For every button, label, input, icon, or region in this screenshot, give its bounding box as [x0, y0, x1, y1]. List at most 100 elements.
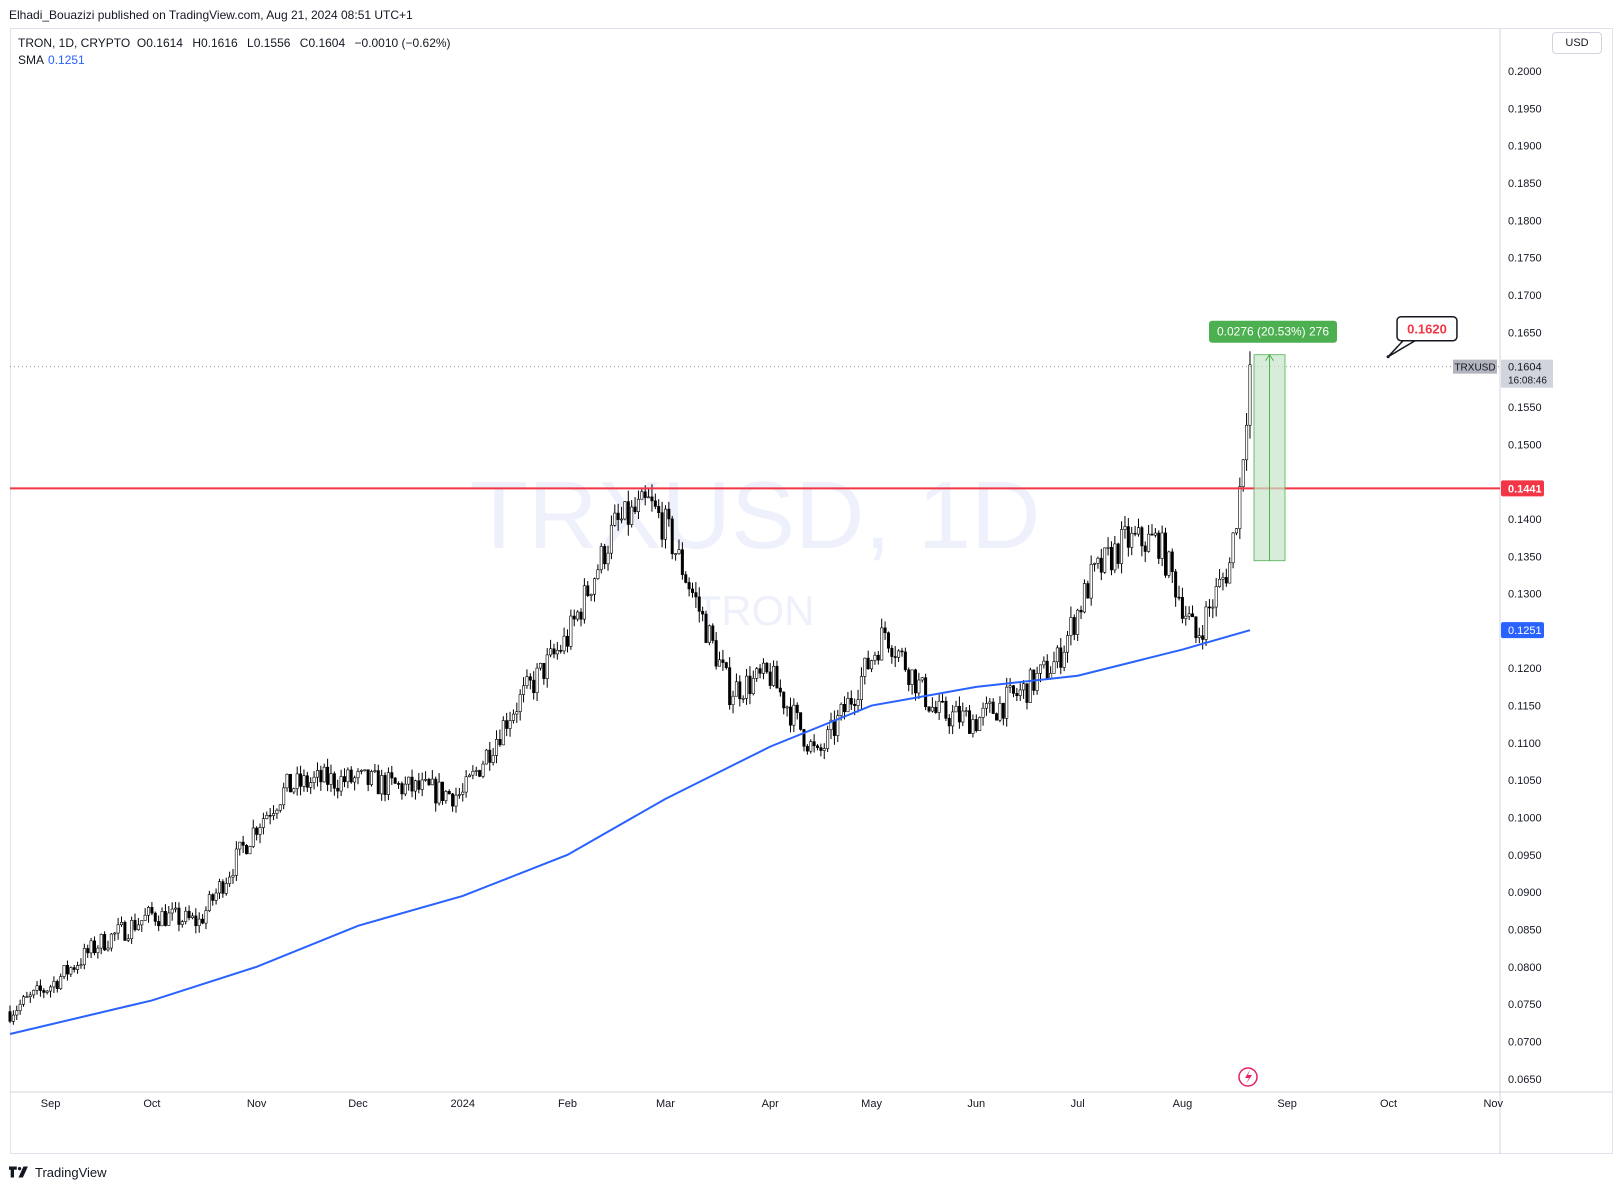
candle-body — [1042, 660, 1046, 666]
candle-body — [474, 770, 478, 772]
callout-box[interactable] — [1396, 315, 1458, 342]
candle-body — [1072, 617, 1076, 635]
candle-body — [586, 585, 590, 596]
publisher-bar: Elhadi_Bouazizi published on TradingView… — [0, 0, 1620, 28]
candle-body — [430, 778, 434, 786]
candle-body — [613, 512, 617, 526]
candle-body — [299, 773, 303, 787]
candle-body — [870, 660, 874, 670]
candle-body — [589, 593, 593, 596]
tradingview-logo-icon — [9, 1166, 28, 1178]
candle-body — [802, 729, 806, 747]
candle-body — [981, 707, 985, 718]
watermark-name: TRON — [696, 587, 815, 634]
candle-body — [1022, 683, 1026, 691]
candle-body — [971, 719, 975, 734]
candle-body — [417, 780, 421, 790]
candle-body — [397, 783, 401, 785]
candle-body — [765, 662, 769, 673]
candle-body — [616, 512, 620, 520]
candle-body — [187, 910, 191, 919]
time-tick-label: Oct — [143, 1098, 160, 1110]
candle-body — [623, 501, 627, 520]
price-tick-label: 0.1050 — [1508, 775, 1542, 787]
time-tick-label: Nov — [1483, 1098, 1503, 1110]
candle-body — [96, 947, 100, 954]
last-price-tag-label: 0.1604 — [1508, 362, 1542, 374]
price-tick-label: 0.1300 — [1508, 589, 1542, 601]
candle-body — [1201, 635, 1205, 640]
candle-body — [755, 668, 759, 679]
candle-body — [599, 546, 603, 571]
candle-body — [572, 615, 576, 620]
candle-body — [413, 780, 417, 792]
candle-body — [295, 773, 299, 789]
candle-body — [1055, 647, 1059, 663]
candle-body — [255, 827, 259, 835]
symbol-tag-box — [1453, 359, 1497, 374]
candle-body — [643, 491, 647, 498]
candle-body — [630, 506, 634, 525]
candle-body — [1204, 606, 1208, 640]
candle-body — [843, 704, 847, 713]
candle-body — [190, 915, 194, 919]
price-tick-label: 0.1200 — [1508, 663, 1542, 675]
candle-body — [603, 546, 607, 565]
candle-body — [123, 922, 127, 941]
candle-body — [292, 788, 296, 793]
candle-body — [184, 910, 188, 922]
footer-brand[interactable]: TradingView — [9, 1162, 107, 1182]
candle-body — [11, 1014, 15, 1022]
candle-body — [897, 650, 901, 658]
candle-body — [278, 804, 282, 811]
candle-body — [657, 506, 661, 513]
candle-body — [853, 703, 857, 706]
measure-label: 0.0276 (20.53%) 276 — [1217, 325, 1329, 339]
candle-body — [978, 717, 982, 731]
price-tick-label: 0.1750 — [1508, 253, 1542, 265]
sma-line[interactable] — [9, 629, 1251, 1035]
chart-frame[interactable] — [10, 28, 1613, 1154]
candle-body — [890, 647, 894, 657]
candle-body — [518, 694, 522, 712]
candle-body — [538, 662, 542, 669]
candle-body — [1164, 532, 1168, 576]
candle-body — [160, 911, 164, 927]
candle-body — [647, 496, 651, 499]
price-tick-label: 0.0950 — [1508, 850, 1542, 862]
currency-button[interactable]: USD — [1552, 32, 1602, 54]
price-tick-label: 0.1100 — [1508, 738, 1541, 750]
chart-legend: TRON, 1D, CRYPTO O0.1614 H0.1616 L0.1556… — [18, 35, 457, 69]
candle-body — [1103, 547, 1107, 573]
price-tick-label: 0.1150 — [1508, 701, 1541, 713]
measure-label-box[interactable] — [1209, 320, 1337, 343]
candle-body — [248, 846, 252, 855]
candle-body — [174, 907, 178, 910]
legend-open-value: 0.1614 — [146, 36, 183, 50]
candle-body — [532, 679, 536, 693]
candle-body — [261, 818, 265, 828]
candle-body — [150, 907, 154, 914]
callout-anchor-dot — [1386, 355, 1390, 359]
candle-body — [353, 777, 357, 783]
candle-body — [457, 794, 461, 796]
candle-body — [153, 912, 157, 922]
candle-body — [745, 675, 749, 699]
legend-symbol: TRON, 1D, CRYPTO — [18, 36, 131, 50]
legend-sma-row[interactable]: SMA 0.1251 — [18, 52, 457, 69]
candle-body — [947, 717, 951, 727]
candle-body — [816, 745, 820, 748]
candle-body — [785, 706, 789, 709]
candle-body — [403, 783, 407, 795]
candle-body — [826, 729, 830, 749]
candle-body — [322, 766, 326, 783]
candle-body — [859, 676, 863, 701]
candle-body — [697, 596, 701, 612]
candle-body — [116, 924, 120, 934]
time-tick-label: Jul — [1071, 1098, 1085, 1110]
candle-body — [724, 662, 728, 668]
candle-body — [309, 782, 313, 788]
candle-body — [505, 720, 509, 729]
candle-body — [1076, 609, 1080, 635]
